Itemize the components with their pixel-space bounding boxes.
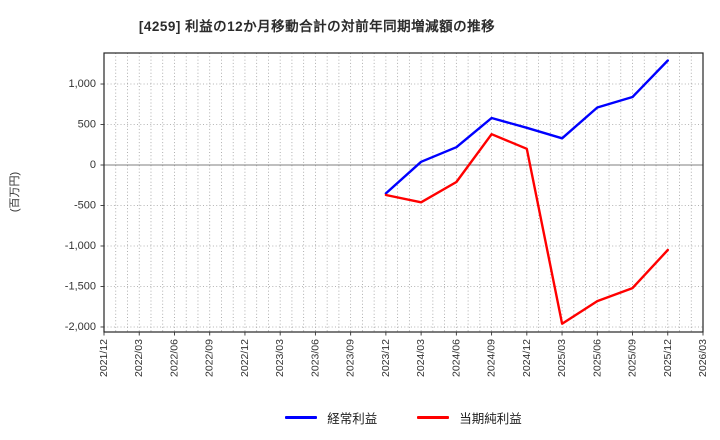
x-tick-label: 2024/12 [521, 339, 533, 377]
net-income-line-swatch [417, 416, 450, 419]
y-tick-label: -1,000 [65, 240, 96, 252]
y-tick-label: -2,000 [65, 321, 96, 333]
ordinary-profit-line [384, 59, 669, 195]
x-tick-label: 2024/06 [450, 339, 462, 377]
x-tick-label: 2025/03 [556, 339, 568, 377]
ordinary-profit-line-swatch [285, 416, 318, 419]
legend-label: 経常利益 [327, 412, 378, 426]
plot-border [103, 52, 704, 333]
legend-item-net-income: 当期純利益 [417, 408, 522, 427]
x-tick-label: 2024/03 [415, 339, 427, 377]
x-tick-label: 2022/03 [133, 339, 145, 377]
y-tick-label: 1,000 [68, 78, 96, 90]
chart-title: [4259] 利益の12か月移動合計の対前年同期増減額の推移 [138, 19, 496, 34]
y-tick-label: 0 [90, 159, 96, 171]
x-tick-label: 2021/12 [98, 339, 110, 377]
x-tick-label: 2023/03 [274, 339, 286, 377]
x-tick-label: 2026/03 [697, 339, 709, 377]
x-tick-label: 2023/12 [380, 339, 392, 377]
x-tick-label: 2025/12 [662, 339, 674, 377]
x-tick-label: 2023/09 [345, 339, 357, 377]
net-income-line [384, 132, 669, 325]
x-tick-label: 2022/09 [204, 339, 216, 377]
x-tick-label: 2024/09 [486, 339, 498, 377]
y-tick-label: -1,500 [65, 280, 96, 292]
x-tick-label: 2025/09 [627, 339, 639, 377]
y-tick-label: 500 [78, 119, 96, 131]
legend-item-ordinary-profit: 経常利益 [285, 408, 377, 427]
x-tick-label: 2022/06 [168, 339, 180, 377]
legend: 経常利益 当期純利益 [104, 408, 703, 427]
y-tick-label: -500 [74, 199, 96, 211]
x-tick-label: 2022/12 [239, 339, 251, 377]
x-tick-label: 2023/06 [309, 339, 321, 377]
legend-label: 当期純利益 [459, 412, 522, 426]
x-tick-label: 2025/06 [591, 339, 603, 377]
